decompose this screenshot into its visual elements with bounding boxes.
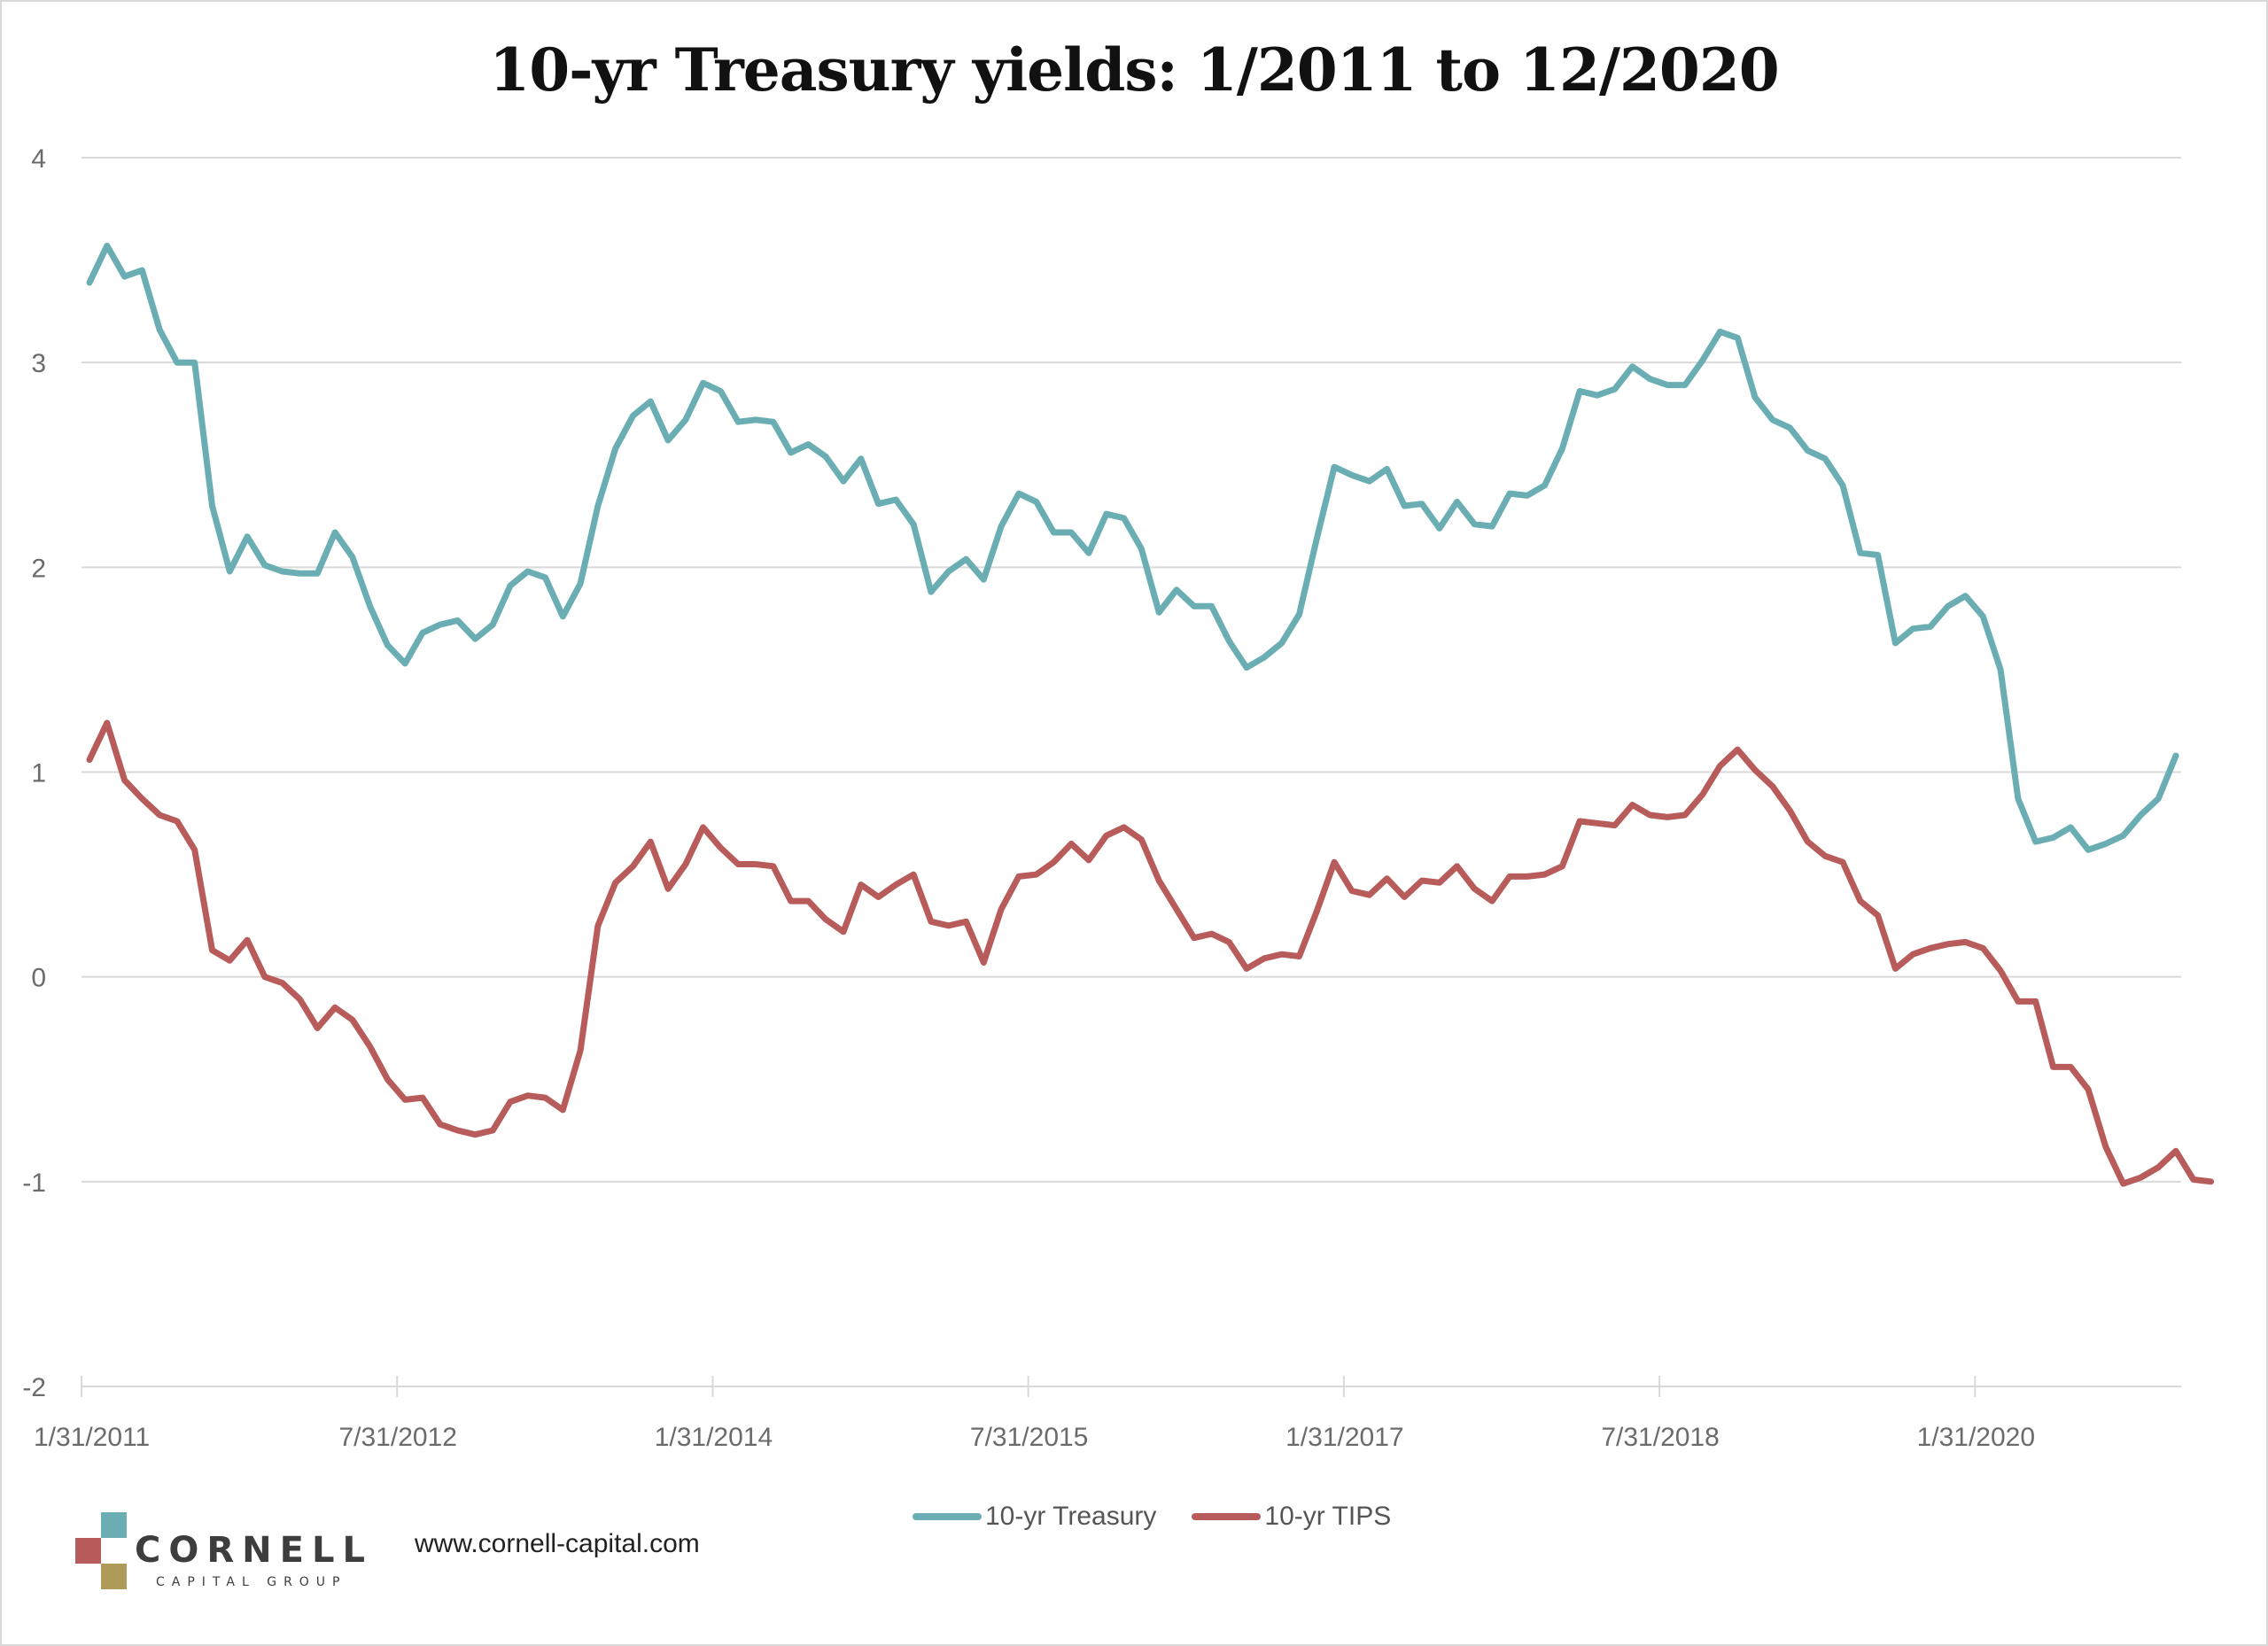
legend-swatch-treasury <box>913 1513 982 1520</box>
y-tick-label: 3 <box>31 349 46 378</box>
chart-title: 10-yr Treasury yields: 1/2011 to 12/2020 <box>489 35 1779 105</box>
x-tick-label: 7/31/2012 <box>338 1423 456 1452</box>
y-tick-label: 2 <box>31 554 46 583</box>
treasury-line <box>86 242 2179 853</box>
legend-swatch-tips <box>1192 1513 1262 1520</box>
logo-brand-subtitle: CAPITAL GROUP <box>156 1575 347 1589</box>
series-lines <box>86 242 2215 1187</box>
logo-square-gold <box>101 1564 127 1589</box>
x-tick-label: 1/31/2014 <box>655 1423 773 1452</box>
gridlines <box>82 157 2181 1387</box>
y-tick-label: -1 <box>22 1169 46 1198</box>
y-tick-label: -2 <box>22 1373 46 1402</box>
y-tick-label: 4 <box>31 144 46 174</box>
cornell-logo: CORNELL CAPITAL GROUP <box>64 1512 383 1601</box>
logo-square-red <box>75 1538 101 1564</box>
x-tick-label: 7/31/2018 <box>1601 1423 1719 1452</box>
y-axis-labels: 4 3 2 1 0 -1 -2 <box>22 144 46 1402</box>
legend-item-tips[interactable]: 10-yr TIPS <box>1192 1502 1391 1532</box>
y-tick-label: 0 <box>31 964 46 993</box>
y-tick-label: 1 <box>31 759 46 788</box>
legend-label-tips: 10-yr TIPS <box>1264 1502 1392 1531</box>
legend-item-treasury[interactable]: 10-yr Treasury <box>913 1502 1156 1532</box>
logo-brand-name: CORNELL <box>135 1530 373 1571</box>
legend: 10-yr Treasury 10-yr TIPS <box>913 1502 1426 1532</box>
logo-square-teal <box>101 1512 127 1538</box>
legend-label-treasury: 10-yr Treasury <box>985 1502 1157 1531</box>
x-axis: 1/31/2011 7/31/2012 1/31/2014 7/31/2015 1/31… <box>34 1376 2035 1452</box>
x-tick-label: 1/31/2017 <box>1285 1423 1403 1452</box>
x-tick-label: 1/31/2020 <box>1917 1423 2035 1452</box>
x-tick-label: 1/31/2011 <box>34 1423 150 1452</box>
website-url[interactable]: www.cornell-capital.com <box>415 1529 700 1558</box>
tips-line <box>86 719 2215 1187</box>
x-tick-label: 7/31/2015 <box>970 1423 1088 1452</box>
